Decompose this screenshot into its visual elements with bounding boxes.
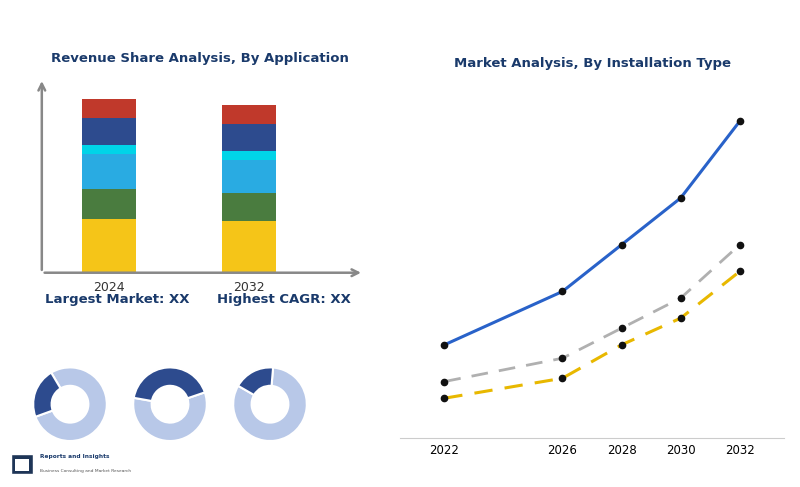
- Text: Reports and Insights: Reports and Insights: [40, 454, 109, 459]
- Title: Revenue Share Analysis, By Application: Revenue Share Analysis, By Application: [51, 52, 349, 65]
- Text: Largest Market: XX: Largest Market: XX: [46, 293, 190, 306]
- Wedge shape: [134, 367, 205, 401]
- Bar: [82, 118, 136, 145]
- Bar: [82, 145, 136, 154]
- Bar: [222, 160, 275, 192]
- Wedge shape: [238, 367, 273, 395]
- FancyBboxPatch shape: [10, 454, 34, 474]
- Bar: [82, 154, 136, 189]
- Bar: [222, 105, 275, 124]
- Text: GLOBAL COMMAND AND CONTROL SYSTEM MARKET SEGMENT ANALYSIS: GLOBAL COMMAND AND CONTROL SYSTEM MARKET…: [14, 24, 667, 39]
- Title: Market Analysis, By Installation Type: Market Analysis, By Installation Type: [454, 57, 730, 70]
- Bar: [222, 221, 275, 273]
- Wedge shape: [34, 373, 61, 417]
- Bar: [82, 99, 136, 118]
- Bar: [82, 189, 136, 219]
- Bar: [222, 124, 275, 150]
- Bar: [222, 192, 275, 221]
- Bar: [222, 150, 275, 160]
- Wedge shape: [35, 367, 106, 441]
- Text: Highest CAGR: XX: Highest CAGR: XX: [217, 293, 350, 306]
- FancyBboxPatch shape: [14, 459, 30, 471]
- Wedge shape: [134, 393, 206, 441]
- Bar: [82, 219, 136, 273]
- Wedge shape: [234, 368, 306, 441]
- Text: Business Consulting and Market Research: Business Consulting and Market Research: [40, 469, 131, 473]
